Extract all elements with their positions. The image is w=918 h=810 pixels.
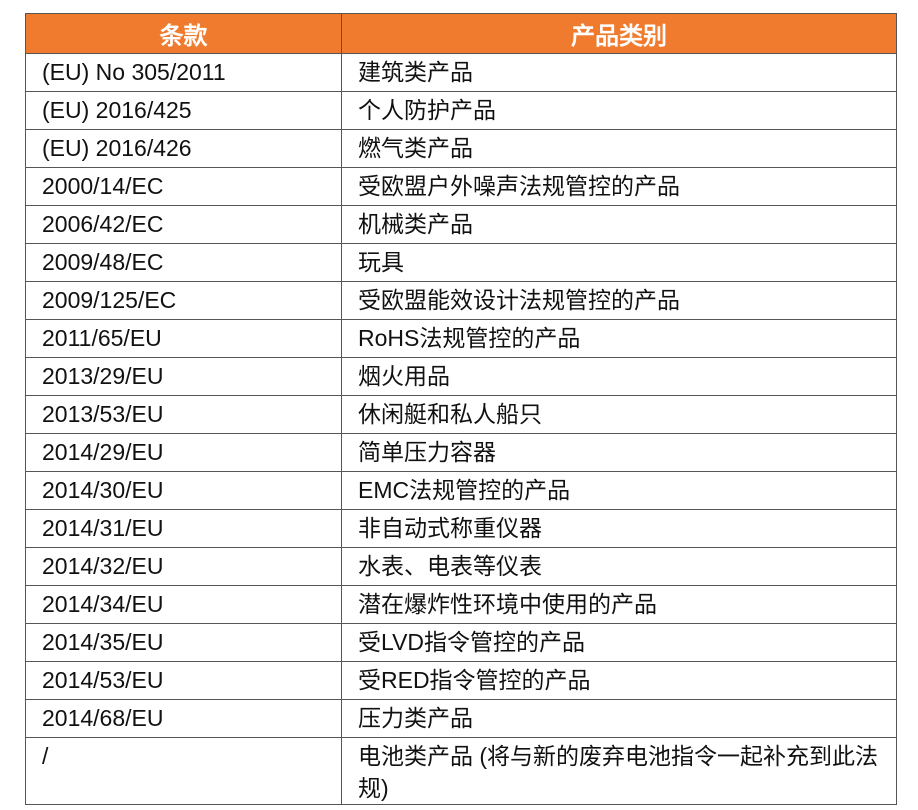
header-row: 条款 产品类别: [25, 13, 897, 54]
clause-cell: (EU) 2016/425: [25, 91, 342, 130]
clause-cell: 2009/125/EC: [25, 281, 342, 320]
category-cell: 非自动式称重仪器: [341, 509, 897, 548]
category-cell: 受欧盟户外噪声法规管控的产品: [341, 167, 897, 206]
table-row: 2011/65/EU RoHS法规管控的产品: [25, 319, 897, 358]
clause-cell: 2011/65/EU: [25, 319, 342, 358]
category-cell: 压力类产品: [341, 699, 897, 738]
clause-cell: 2014/68/EU: [25, 699, 342, 738]
clause-cell: 2009/48/EC: [25, 243, 342, 282]
table-row: / 电池类产品 (将与新的废弃电池指令一起补充到此法规): [25, 737, 897, 805]
table-row: (EU) 2016/426 燃气类产品: [25, 129, 897, 168]
regulation-table: 条款 产品类别 (EU) No 305/2011 建筑类产品 (EU) 2016/4…: [25, 13, 897, 805]
category-cell: 建筑类产品: [341, 53, 897, 92]
table-row: 2014/32/EU 水表、电表等仪表: [25, 547, 897, 586]
table-row: 2013/29/EU 烟火用品: [25, 357, 897, 396]
clause-cell: 2000/14/EC: [25, 167, 342, 206]
table-row: 2014/68/EU 压力类产品: [25, 699, 897, 738]
clause-cell: 2013/53/EU: [25, 395, 342, 434]
table-row: 2014/53/EU 受RED指令管控的产品: [25, 661, 897, 700]
category-cell: 机械类产品: [341, 205, 897, 244]
clause-cell: 2014/53/EU: [25, 661, 342, 700]
category-cell: 个人防护产品: [341, 91, 897, 130]
clause-cell: 2014/31/EU: [25, 509, 342, 548]
table-row: (EU) 2016/425 个人防护产品: [25, 91, 897, 130]
table-row: 2000/14/EC 受欧盟户外噪声法规管控的产品: [25, 167, 897, 206]
table-row: 2006/42/EC 机械类产品: [25, 205, 897, 244]
header-cell: 产品类别: [341, 13, 897, 54]
table-row: 2014/34/EU 潜在爆炸性环境中使用的产品: [25, 585, 897, 624]
table-row: 2014/35/EU 受LVD指令管控的产品: [25, 623, 897, 662]
category-cell: 电池类产品 (将与新的废弃电池指令一起补充到此法规): [341, 737, 897, 805]
category-cell: RoHS法规管控的产品: [341, 319, 897, 358]
category-cell: 简单压力容器: [341, 433, 897, 472]
clause-cell: 2014/34/EU: [25, 585, 342, 624]
category-cell: 玩具: [341, 243, 897, 282]
clause-cell: 2014/32/EU: [25, 547, 342, 586]
table-row: 2014/30/EU EMC法规管控的产品: [25, 471, 897, 510]
category-cell: 烟火用品: [341, 357, 897, 396]
clause-cell: 2014/35/EU: [25, 623, 342, 662]
clause-cell: 2014/29/EU: [25, 433, 342, 472]
clause-cell: (EU) No 305/2011: [25, 53, 342, 92]
table-row: 2014/29/EU 简单压力容器: [25, 433, 897, 472]
category-cell: 休闲艇和私人船只: [341, 395, 897, 434]
clause-cell: 2006/42/EC: [25, 205, 342, 244]
table-row: 2014/31/EU 非自动式称重仪器: [25, 509, 897, 548]
table-row: (EU) No 305/2011 建筑类产品: [25, 53, 897, 92]
category-cell: 受欧盟能效设计法规管控的产品: [341, 281, 897, 320]
category-cell: 水表、电表等仪表: [341, 547, 897, 586]
category-cell: 受LVD指令管控的产品: [341, 623, 897, 662]
category-cell: 燃气类产品: [341, 129, 897, 168]
category-cell: 潜在爆炸性环境中使用的产品: [341, 585, 897, 624]
clause-cell: /: [25, 737, 342, 805]
header-cell: 条款: [25, 13, 342, 54]
clause-cell: (EU) 2016/426: [25, 129, 342, 168]
clause-cell: 2013/29/EU: [25, 357, 342, 396]
category-cell: 受RED指令管控的产品: [341, 661, 897, 700]
table-row: 2009/48/EC 玩具: [25, 243, 897, 282]
clause-cell: 2014/30/EU: [25, 471, 342, 510]
category-cell: EMC法规管控的产品: [341, 471, 897, 510]
table-row: 2013/53/EU 休闲艇和私人船只: [25, 395, 897, 434]
table-row: 2009/125/EC 受欧盟能效设计法规管控的产品: [25, 281, 897, 320]
